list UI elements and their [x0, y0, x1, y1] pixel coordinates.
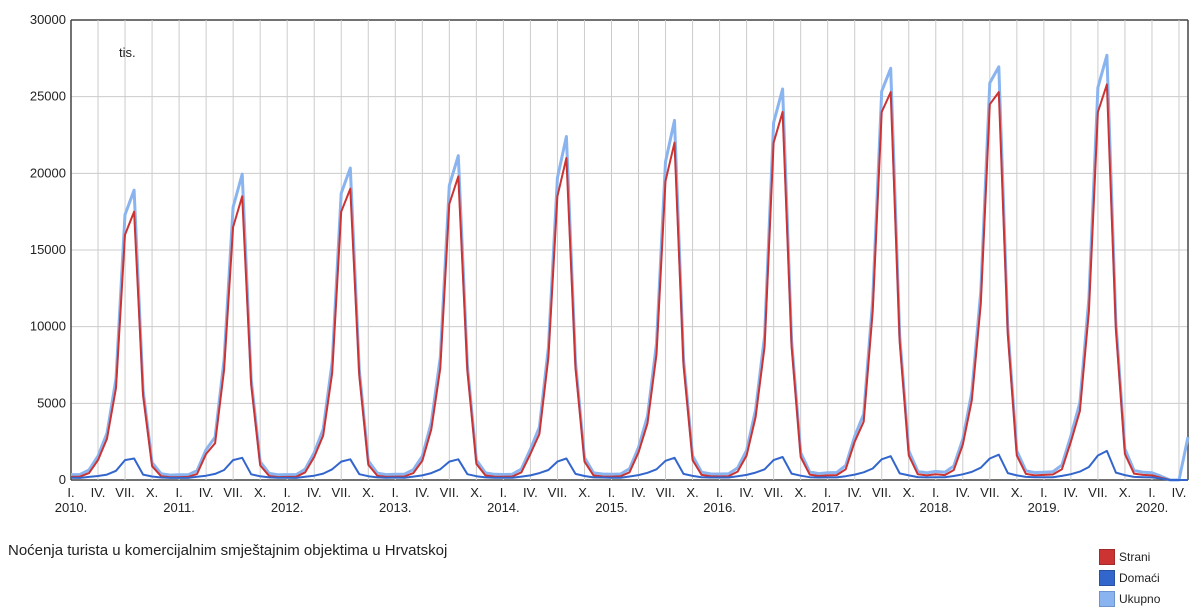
x-tick-label: VII. [548, 485, 568, 500]
x-tick-label: I. [932, 485, 939, 500]
y-tick-label: 10000 [30, 319, 66, 334]
x-year-label: 2019. [1028, 500, 1061, 515]
x-tick-label: VII. [764, 485, 784, 500]
x-year-label: 2016. [703, 500, 736, 515]
x-tick-label: IV. [1172, 485, 1187, 500]
x-tick-label: VII. [115, 485, 135, 500]
x-tick-label: I. [392, 485, 399, 500]
x-tick-label: I. [284, 485, 291, 500]
x-year-label: 2013. [379, 500, 412, 515]
x-tick-label: I. [824, 485, 831, 500]
legend-label-ukupno: Ukupno [1119, 591, 1161, 606]
x-tick-label: VII. [223, 485, 243, 500]
x-tick-label: IV. [523, 485, 538, 500]
x-tick-label: X. [578, 485, 590, 500]
x-tick-label: I. [716, 485, 723, 500]
x-tick-label: VII. [980, 485, 1000, 500]
x-tick-label: X. [146, 485, 158, 500]
x-tick-label: IV. [91, 485, 106, 500]
x-tick-label: IV. [955, 485, 970, 500]
series-lines [70, 53, 1190, 482]
y-tick-label: 15000 [30, 242, 66, 257]
legend-item-domaci: Domaći [1099, 567, 1160, 588]
y-tick-label: 0 [59, 472, 66, 487]
x-tick-label: IV. [847, 485, 862, 500]
legend-swatch-ukupno [1099, 590, 1115, 607]
y-tick-label: 30000 [30, 12, 66, 27]
x-year-label: 2014. [487, 500, 520, 515]
x-tick-label: VII. [656, 485, 676, 500]
x-tick-label: IV. [415, 485, 430, 500]
series-line-ukupno [70, 53, 1190, 482]
x-tick-label: I. [175, 485, 182, 500]
grid-lines [70, 19, 1189, 481]
legend-swatch-domaci [1099, 569, 1115, 586]
x-tick-label: X. [1119, 485, 1131, 500]
x-tick-label: VII. [872, 485, 892, 500]
unit-label: tis. [119, 45, 136, 60]
legend: Strani Domaći Ukupno [1099, 546, 1160, 609]
chart-title: Noćenja turista u komercijalnim smještaj… [8, 542, 448, 559]
x-tick-label: X. [362, 485, 374, 500]
x-tick-label: VII. [331, 485, 351, 500]
x-tick-label: X. [254, 485, 266, 500]
series-line-strani [70, 83, 1188, 481]
x-tick-label: X. [686, 485, 698, 500]
x-tick-label: VII. [440, 485, 460, 500]
y-axis-ticks: 0 5000 10000 15000 20000 25000 30000 [30, 12, 66, 487]
x-tick-label: X. [903, 485, 915, 500]
legend-item-ukupno: Ukupno [1099, 588, 1160, 609]
x-tick-label: X. [795, 485, 807, 500]
x-tick-label: IV. [1064, 485, 1079, 500]
x-year-label: 2012. [271, 500, 304, 515]
x-tick-label: I. [1148, 485, 1155, 500]
x-tick-label: IV. [307, 485, 322, 500]
x-tick-label: IV. [631, 485, 646, 500]
x-year-label: 2020. [1136, 500, 1169, 515]
x-tick-label: I. [67, 485, 74, 500]
x-tick-label: X. [1011, 485, 1023, 500]
x-tick-label: I. [608, 485, 615, 500]
x-year-label: 2011. [163, 500, 195, 515]
x-year-label: 2010. [55, 500, 88, 515]
x-tick-label: X. [470, 485, 482, 500]
x-year-label: 2017. [811, 500, 844, 515]
series-line-domaći [70, 449, 1188, 481]
legend-item-strani: Strani [1099, 546, 1160, 567]
legend-label-strani: Strani [1119, 549, 1151, 564]
y-tick-label: 20000 [30, 165, 66, 180]
x-axis-ticks: I.2010.IV. VII. X. I.2011.IV. VII. X. I.2012.I… [55, 485, 1187, 515]
legend-swatch-strani [1099, 548, 1115, 565]
x-tick-label: IV. [739, 485, 754, 500]
y-tick-label: 25000 [30, 89, 66, 104]
x-tick-label: IV. [199, 485, 214, 500]
x-tick-label: I. [500, 485, 507, 500]
x-year-label: 2018. [920, 500, 953, 515]
x-tick-label: I. [1040, 485, 1047, 500]
legend-label-domaci: Domaći [1119, 570, 1160, 585]
y-tick-label: 5000 [37, 395, 66, 410]
x-year-label: 2015. [595, 500, 628, 515]
x-tick-label: VII. [1088, 485, 1108, 500]
